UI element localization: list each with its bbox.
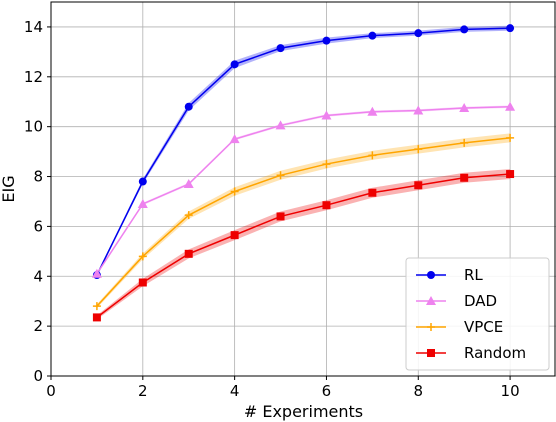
legend-label-vpce: VPCE xyxy=(464,318,503,336)
rl-point xyxy=(184,102,193,111)
vpce-point xyxy=(506,133,515,142)
legend-label-dad: DAD xyxy=(464,292,497,310)
random-point xyxy=(230,231,239,240)
rl-point xyxy=(460,25,469,34)
legend-marker-random xyxy=(427,349,435,357)
series-lines xyxy=(96,27,511,319)
y-tick-label: 2 xyxy=(33,317,43,335)
dad-point xyxy=(275,120,286,130)
rl-point xyxy=(506,24,515,33)
dad-line xyxy=(96,105,511,275)
y-tick-label: 0 xyxy=(33,367,43,385)
vpce-point xyxy=(230,187,239,196)
axis-ticks: 0 2 4 6 8 10 0 2 4 6 8 10 12 14 xyxy=(24,18,520,400)
vpce-point xyxy=(368,151,377,160)
random-point xyxy=(414,181,423,190)
plot-frame xyxy=(50,1,556,377)
y-tick-label: 6 xyxy=(33,217,43,235)
vpce-point xyxy=(322,160,331,169)
random-point xyxy=(460,173,469,182)
x-tick-label: 8 xyxy=(413,382,423,400)
rl-line xyxy=(96,27,511,276)
x-tick-label: 0 xyxy=(46,382,56,400)
rl-point xyxy=(414,29,423,38)
vpce-point xyxy=(276,171,285,180)
y-tick-label: 8 xyxy=(33,168,43,186)
x-tick-label: 4 xyxy=(230,382,240,400)
vpce-point xyxy=(92,302,101,311)
x-tick-label: 10 xyxy=(501,382,520,400)
rl-point xyxy=(322,36,331,45)
random-point xyxy=(506,170,515,179)
legend-label-random: Random xyxy=(464,344,526,362)
dad-band xyxy=(96,105,511,276)
legend-marker-vpce xyxy=(427,323,435,331)
random-point xyxy=(184,249,193,258)
vpce-point xyxy=(138,252,147,261)
rl-point xyxy=(276,44,285,53)
y-tick-label: 4 xyxy=(33,267,43,285)
series-markers xyxy=(91,24,516,322)
confidence-bands xyxy=(96,25,511,320)
x-tick-label: 6 xyxy=(322,382,332,400)
legend-marker-rl xyxy=(427,271,435,279)
random-point xyxy=(92,313,101,322)
y-tick-label: 14 xyxy=(24,18,43,36)
legend-box xyxy=(405,257,550,371)
dad-point xyxy=(367,106,378,116)
vpce-point xyxy=(414,145,423,154)
dad-point xyxy=(137,198,148,208)
x-tick-label: 2 xyxy=(138,382,148,400)
x-axis-title: # Experiments xyxy=(244,402,363,421)
vpce-point xyxy=(184,211,193,220)
random-point xyxy=(368,188,377,197)
legend-label-rl: RL xyxy=(464,266,483,284)
vpce-band xyxy=(96,133,511,309)
legend: RL DAD VPCE Random xyxy=(405,257,550,371)
legend-marker-dad xyxy=(426,296,436,305)
rl-point xyxy=(368,31,377,40)
dad-point xyxy=(321,110,332,120)
dad-point xyxy=(413,105,424,115)
dad-point xyxy=(183,179,194,189)
y-tick-label: 10 xyxy=(24,118,43,136)
random-point xyxy=(276,212,285,221)
rl-point xyxy=(138,177,147,186)
y-tick-label: 12 xyxy=(24,68,43,86)
dad-point xyxy=(91,268,102,278)
y-axis-title: EIG xyxy=(0,175,18,202)
random-point xyxy=(322,201,331,210)
dad-point xyxy=(229,134,240,144)
random-point xyxy=(138,278,147,287)
vpce-line xyxy=(96,137,511,307)
vpce-point xyxy=(460,138,469,147)
rl-point xyxy=(230,60,239,69)
dad-point xyxy=(505,101,516,111)
random-line xyxy=(96,173,511,319)
dad-point xyxy=(459,102,470,112)
